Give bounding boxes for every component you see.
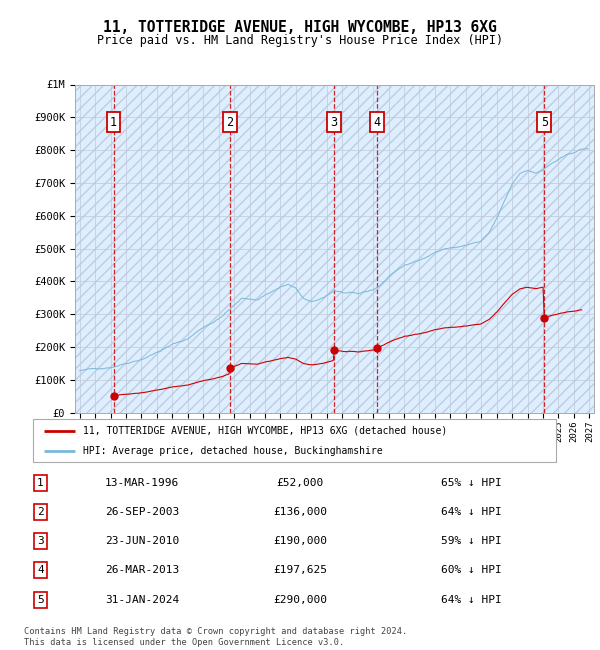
Text: 60% ↓ HPI: 60% ↓ HPI [441,566,502,575]
Text: 5: 5 [37,595,44,604]
Text: 26-SEP-2003: 26-SEP-2003 [105,507,179,517]
Text: 1: 1 [37,478,44,488]
Text: £197,625: £197,625 [273,566,327,575]
Text: 64% ↓ HPI: 64% ↓ HPI [441,595,502,604]
Text: £190,000: £190,000 [273,536,327,546]
Text: HPI: Average price, detached house, Buckinghamshire: HPI: Average price, detached house, Buck… [83,446,383,456]
Text: £52,000: £52,000 [277,478,323,488]
Text: 31-JAN-2024: 31-JAN-2024 [105,595,179,604]
Text: 11, TOTTERIDGE AVENUE, HIGH WYCOMBE, HP13 6XG (detached house): 11, TOTTERIDGE AVENUE, HIGH WYCOMBE, HP1… [83,426,448,436]
Text: 3: 3 [331,116,338,129]
Text: 4: 4 [373,116,380,129]
Text: £136,000: £136,000 [273,507,327,517]
Text: 1: 1 [110,116,117,129]
Text: 64% ↓ HPI: 64% ↓ HPI [441,507,502,517]
Text: 23-JUN-2010: 23-JUN-2010 [105,536,179,546]
Text: 65% ↓ HPI: 65% ↓ HPI [441,478,502,488]
Text: 2: 2 [37,507,44,517]
Text: £290,000: £290,000 [273,595,327,604]
Text: 13-MAR-1996: 13-MAR-1996 [105,478,179,488]
Text: 26-MAR-2013: 26-MAR-2013 [105,566,179,575]
Text: Price paid vs. HM Land Registry's House Price Index (HPI): Price paid vs. HM Land Registry's House … [97,34,503,47]
Text: 3: 3 [37,536,44,546]
Text: 5: 5 [541,116,548,129]
Text: Contains HM Land Registry data © Crown copyright and database right 2024.
This d: Contains HM Land Registry data © Crown c… [24,627,407,647]
Text: 59% ↓ HPI: 59% ↓ HPI [441,536,502,546]
Text: 11, TOTTERIDGE AVENUE, HIGH WYCOMBE, HP13 6XG: 11, TOTTERIDGE AVENUE, HIGH WYCOMBE, HP1… [103,20,497,35]
Text: 2: 2 [226,116,233,129]
Text: 4: 4 [37,566,44,575]
